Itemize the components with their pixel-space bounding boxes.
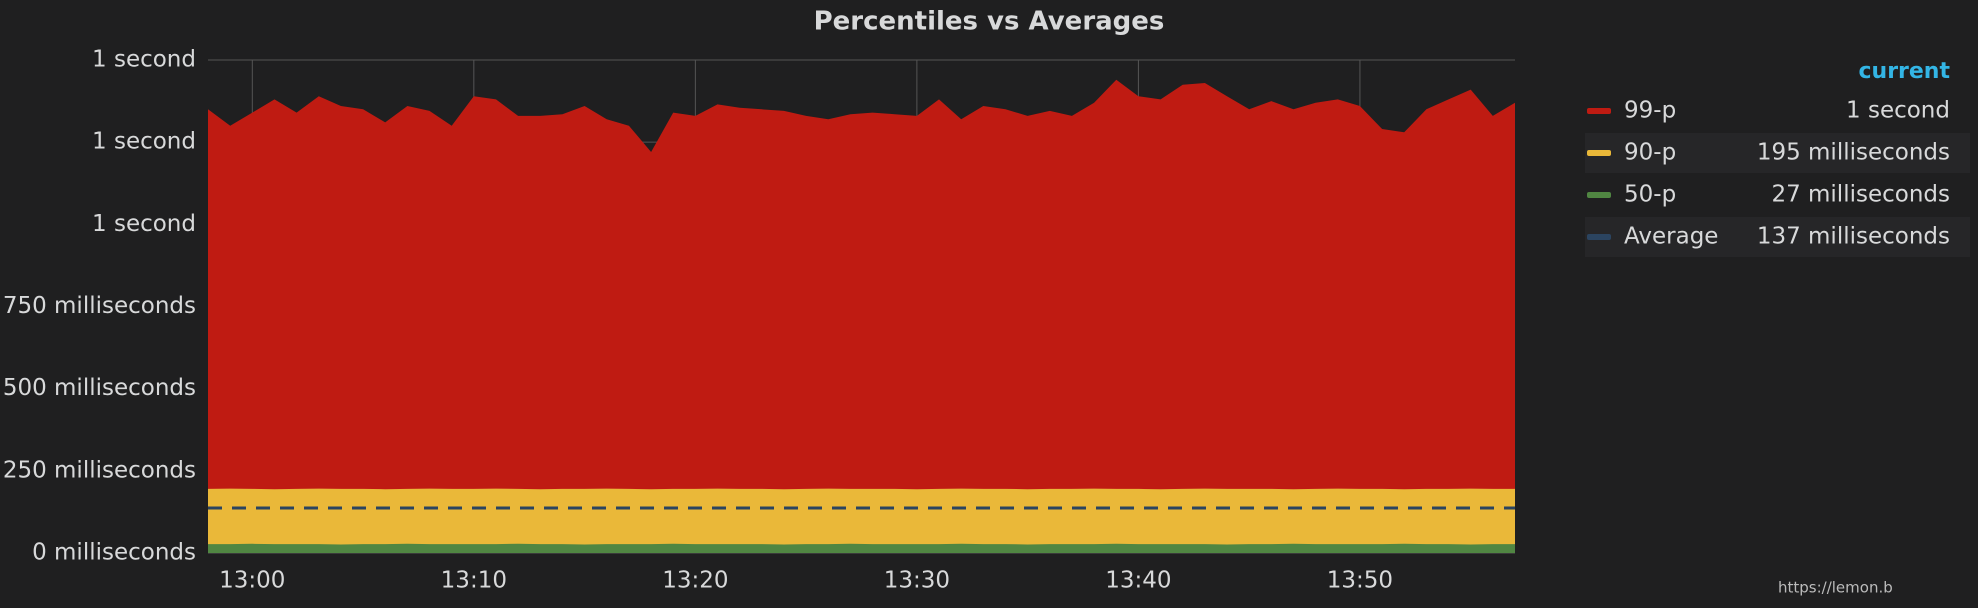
series-area	[208, 543, 1515, 553]
y-tick-label: 1 second	[92, 211, 196, 237]
x-tick-label: 13:10	[441, 568, 507, 594]
y-tick-label: 1 second	[92, 129, 196, 155]
chart-title: Percentiles vs Averages	[814, 7, 1165, 37]
legend-label: Average	[1624, 224, 1718, 250]
legend-label: 90-p	[1624, 140, 1676, 166]
y-tick-label: 0 milliseconds	[32, 540, 196, 566]
series-area	[208, 488, 1515, 553]
legend-swatch	[1587, 108, 1611, 114]
x-tick-label: 13:20	[662, 568, 728, 594]
legend-row-bg	[1585, 217, 1970, 257]
y-tick-label: 500 milliseconds	[3, 375, 196, 401]
y-tick-label: 1 second	[92, 47, 196, 73]
legend-row-bg	[1585, 133, 1970, 173]
legend-label: 99-p	[1624, 98, 1676, 124]
watermark: https://lemon.b	[1778, 579, 1893, 597]
x-tick-label: 13:40	[1105, 568, 1171, 594]
legend-swatch	[1587, 234, 1611, 240]
legend-current: 27 milliseconds	[1771, 182, 1950, 208]
legend-header: current	[1858, 59, 1950, 84]
legend-swatch	[1587, 150, 1611, 156]
legend-current: 137 milliseconds	[1757, 224, 1950, 250]
y-tick-label: 750 milliseconds	[3, 293, 196, 319]
legend-current: 195 milliseconds	[1757, 140, 1950, 166]
legend-current: 1 second	[1846, 98, 1950, 124]
x-tick-label: 13:50	[1327, 568, 1393, 594]
legend-label: 50-p	[1624, 182, 1676, 208]
x-tick-label: 13:30	[884, 568, 950, 594]
x-tick-label: 13:00	[219, 568, 285, 594]
y-tick-label: 250 milliseconds	[3, 457, 196, 483]
legend-swatch	[1587, 192, 1611, 198]
series-area	[208, 79, 1515, 553]
